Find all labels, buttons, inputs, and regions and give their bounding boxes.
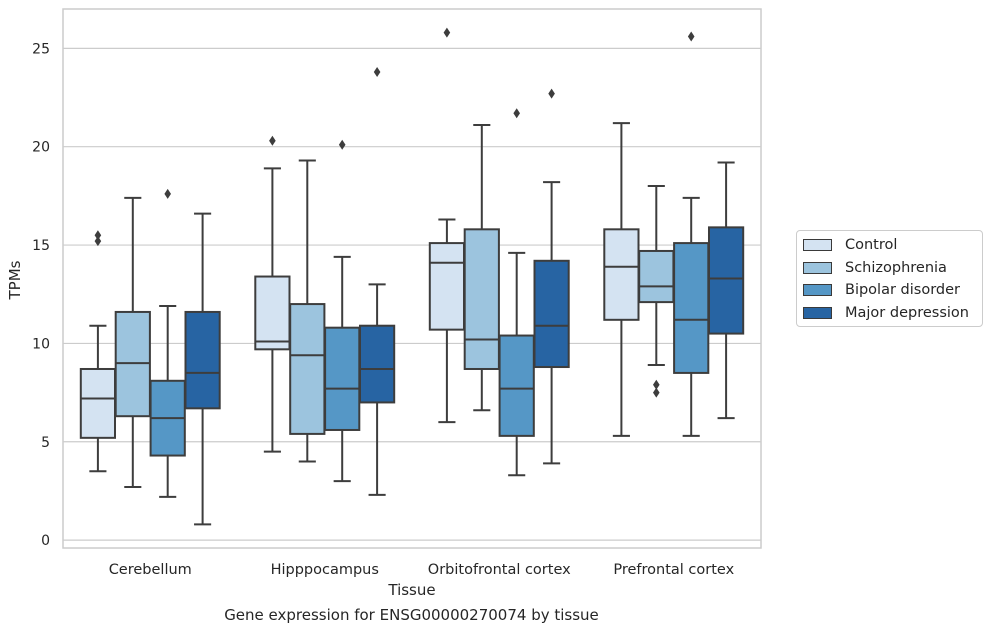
box-3-2 xyxy=(673,31,710,437)
box-iqr xyxy=(184,310,221,410)
x-tick-label: Prefrontal cortex xyxy=(613,562,734,578)
box-3-1 xyxy=(638,185,675,398)
box-groups xyxy=(79,27,745,526)
y-tick-label: 10 xyxy=(32,336,50,352)
legend-swatch xyxy=(803,239,832,251)
box-0-0 xyxy=(79,230,117,473)
outlier-point xyxy=(687,31,695,42)
outlier-point xyxy=(94,236,102,247)
box-iqr xyxy=(533,259,570,369)
outlier-point xyxy=(443,27,451,38)
y-tick-label: 25 xyxy=(32,41,50,57)
box-2-0 xyxy=(428,27,466,424)
x-tick-labels: Cerebellum Hipppocampus Orbitofrontal cort… xyxy=(109,562,735,578)
y-axis-label: TPMs xyxy=(6,260,24,300)
box-0-2 xyxy=(149,188,186,498)
box-3-0 xyxy=(603,122,640,437)
outlier-point xyxy=(164,188,171,199)
box-iqr xyxy=(79,367,117,439)
legend-swatch xyxy=(803,261,832,274)
outlier-point xyxy=(653,379,660,390)
legend-label: Bipolar disorder xyxy=(845,282,960,298)
box-iqr xyxy=(289,303,326,435)
box-2-1 xyxy=(463,124,500,412)
box-0-1 xyxy=(114,196,151,489)
outlier-point xyxy=(269,135,276,146)
legend-swatch xyxy=(803,284,832,296)
box-1-0 xyxy=(254,135,291,453)
box-iqr xyxy=(707,226,745,335)
y-tick-label: 20 xyxy=(32,140,50,156)
y-tick-label: 5 xyxy=(41,435,50,451)
x-tick-label: Cerebellum xyxy=(109,562,192,578)
legend-item: Major depression xyxy=(803,303,969,323)
box-0-3 xyxy=(184,212,221,526)
box-2-3 xyxy=(533,88,570,465)
legend-item: Bipolar disorder xyxy=(803,280,960,300)
box-iqr xyxy=(254,275,291,351)
box-iqr xyxy=(463,228,500,370)
outlier-point xyxy=(548,88,555,99)
box-2-2 xyxy=(498,108,535,477)
box-iqr xyxy=(498,334,535,437)
box-1-1 xyxy=(289,159,326,463)
legend-item: Control xyxy=(803,235,897,255)
box-1-3 xyxy=(358,66,396,496)
y-tick-labels: 0 5 10 15 20 25 xyxy=(32,41,50,549)
box-1-2 xyxy=(324,139,361,483)
outlier-point xyxy=(513,108,520,119)
legend-swatch xyxy=(803,306,832,319)
outlier-point xyxy=(94,230,102,241)
x-axis-label: Tissue xyxy=(387,581,435,599)
box-iqr xyxy=(358,324,396,404)
outlier-point xyxy=(373,66,381,77)
box-iqr xyxy=(428,242,466,331)
y-tick-label: 0 xyxy=(41,533,50,549)
box-iqr xyxy=(673,242,710,374)
outlier-point xyxy=(338,139,346,150)
outlier-point xyxy=(653,387,660,398)
legend-label: Major depression xyxy=(845,304,969,321)
box-iqr xyxy=(603,228,640,321)
legend: Control Schizophrenia Bipolar disorder Majo… xyxy=(796,230,983,327)
legend-item: Schizophrenia xyxy=(803,258,947,278)
x-tick-label: Hipppocampus xyxy=(271,562,379,578)
y-tick-label: 15 xyxy=(32,238,50,254)
plot-frame xyxy=(62,8,762,549)
box-iqr xyxy=(638,249,675,304)
x-tick-label: Orbitofrontal cortex xyxy=(428,562,571,578)
legend-label: Schizophrenia xyxy=(845,259,947,276)
legend-label: Control xyxy=(845,237,898,253)
box-3-3 xyxy=(707,161,745,420)
chart-caption: Gene expression for ENSG00000270074 by t… xyxy=(224,606,599,624)
box-iqr xyxy=(324,326,361,431)
